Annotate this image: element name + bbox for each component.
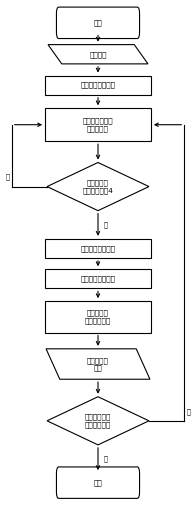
Polygon shape [48, 45, 148, 64]
Text: 是: 是 [186, 408, 190, 415]
Text: 开始: 开始 [94, 19, 102, 26]
Text: 确定车牌精正区域: 确定车牌精正区域 [81, 275, 115, 282]
Text: 位置约束的
车牌字符分割: 位置约束的 车牌字符分割 [85, 310, 111, 324]
Bar [45, 76, 151, 95]
FancyBboxPatch shape [56, 7, 140, 39]
Polygon shape [47, 396, 149, 445]
Text: 否: 否 [104, 456, 108, 462]
Bar [45, 239, 151, 258]
Text: 分割字符图
像块: 分割字符图 像块 [87, 357, 109, 371]
FancyBboxPatch shape [56, 467, 140, 498]
Text: 分层字符检测及
确定最优层: 分层字符检测及 确定最优层 [83, 118, 113, 132]
Bar [45, 108, 151, 141]
Bar [45, 269, 151, 288]
Text: 结束: 结束 [94, 479, 102, 486]
Text: 是否存在其余
候选车牌区域: 是否存在其余 候选车牌区域 [85, 414, 111, 428]
Text: 否: 否 [6, 174, 10, 180]
Polygon shape [46, 349, 150, 379]
Text: 确定目标候选区域: 确定目标候选区域 [81, 82, 115, 89]
Text: 是: 是 [104, 222, 108, 228]
Text: 车辆图像: 车辆图像 [89, 51, 107, 58]
Text: 确定车牌初始区域: 确定车牌初始区域 [81, 245, 115, 252]
Text: 最优层字符
个数是否大于4: 最优层字符 个数是否大于4 [83, 179, 113, 194]
Polygon shape [47, 162, 149, 211]
Bar [45, 301, 151, 333]
